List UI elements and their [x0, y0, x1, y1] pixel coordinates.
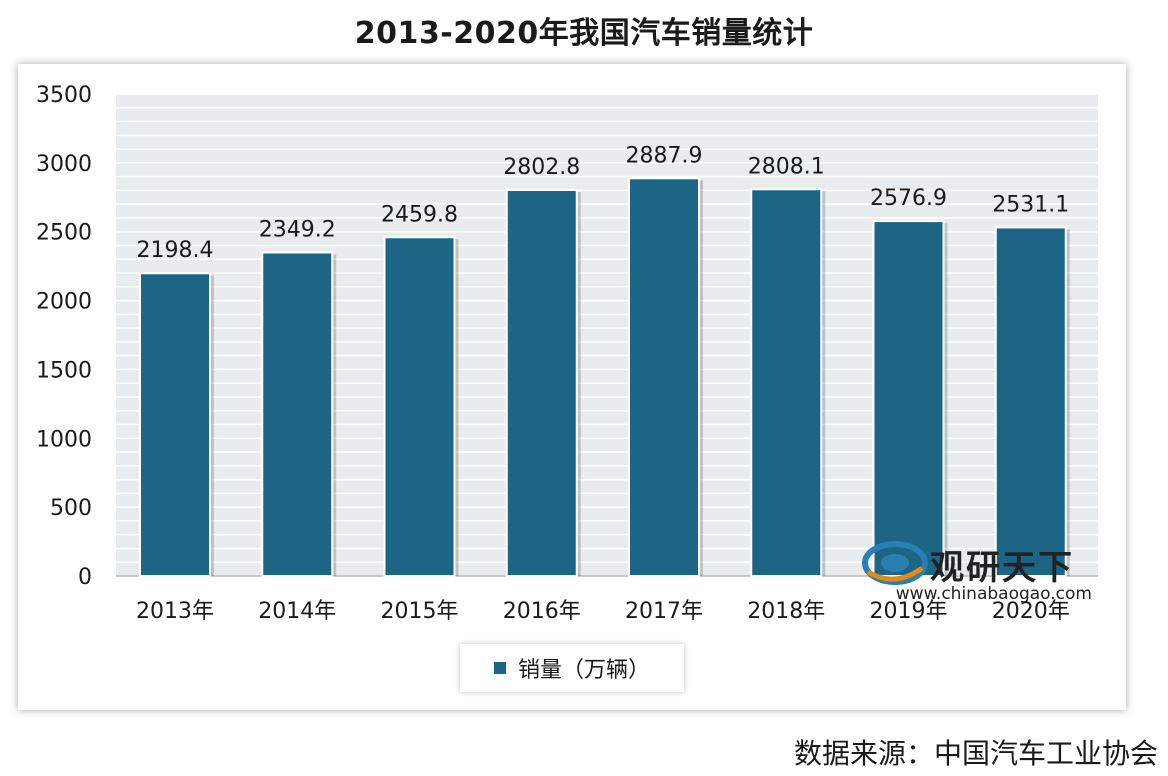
- x-axis-labels: 2013年 2014年 2015年 2016年 2017年 2018年 2019年 2020年: [136, 599, 1070, 624]
- x-tick-label: 2017年: [625, 599, 703, 624]
- legend: 销量（万辆）: [460, 644, 684, 692]
- data-label: 2802.8: [503, 155, 580, 180]
- y-tick-label: 2000: [36, 290, 92, 315]
- x-tick-label: 2013年: [136, 599, 214, 624]
- bar: [872, 220, 945, 577]
- bars: [139, 177, 1070, 577]
- x-tick-label: 2015年: [381, 599, 459, 624]
- legend-label: 销量（万辆）: [517, 658, 650, 683]
- bar: [383, 236, 456, 577]
- y-tick-label: 0: [78, 565, 92, 590]
- legend-swatch: [493, 662, 506, 674]
- data-labels: 2198.4 2349.2 2459.8 2802.8 2887.9 2808.1 2576…: [137, 143, 1070, 263]
- source-note: 数据来源：中国汽车工业协会: [793, 737, 1158, 770]
- data-label: 2531.1: [992, 192, 1069, 217]
- bar: [139, 272, 211, 577]
- x-tick-label: 2018年: [747, 599, 825, 624]
- data-label: 2576.9: [870, 186, 947, 211]
- y-tick-label: 2500: [36, 221, 92, 246]
- watermark-logo-icon: [862, 541, 928, 585]
- y-tick-label: 500: [50, 496, 92, 521]
- x-tick-label: 2016年: [503, 599, 581, 624]
- bar: [505, 189, 578, 577]
- y-tick-label: 1500: [36, 358, 92, 383]
- data-label: 2459.8: [381, 202, 458, 227]
- watermark-name: 观研天下: [930, 548, 1074, 588]
- bar: [994, 226, 1067, 577]
- data-label: 2349.2: [259, 217, 336, 242]
- bar: [261, 251, 334, 577]
- watermark-url: www.chinabaogao.com: [895, 584, 1092, 604]
- x-tick-label: 2014年: [258, 599, 336, 624]
- data-label: 2198.4: [137, 238, 214, 263]
- bar: [628, 177, 700, 577]
- data-label: 2808.1: [748, 154, 825, 179]
- x-tick-label: 2019年: [870, 599, 948, 624]
- y-tick-label: 3000: [36, 152, 92, 177]
- y-axis-ticks: 0 500 1000 1500 2000 2500 3000 3500: [36, 83, 92, 590]
- y-tick-label: 3500: [36, 83, 92, 108]
- y-tick-label: 1000: [36, 427, 92, 452]
- data-label: 2887.9: [626, 143, 703, 168]
- x-tick-label: 2020年: [992, 599, 1070, 624]
- chart-title: 2013-2020年我国汽车销量统计: [354, 16, 814, 51]
- watermark: 观研天下 www.chinabaogao.com: [862, 538, 1092, 608]
- bar: [750, 188, 823, 577]
